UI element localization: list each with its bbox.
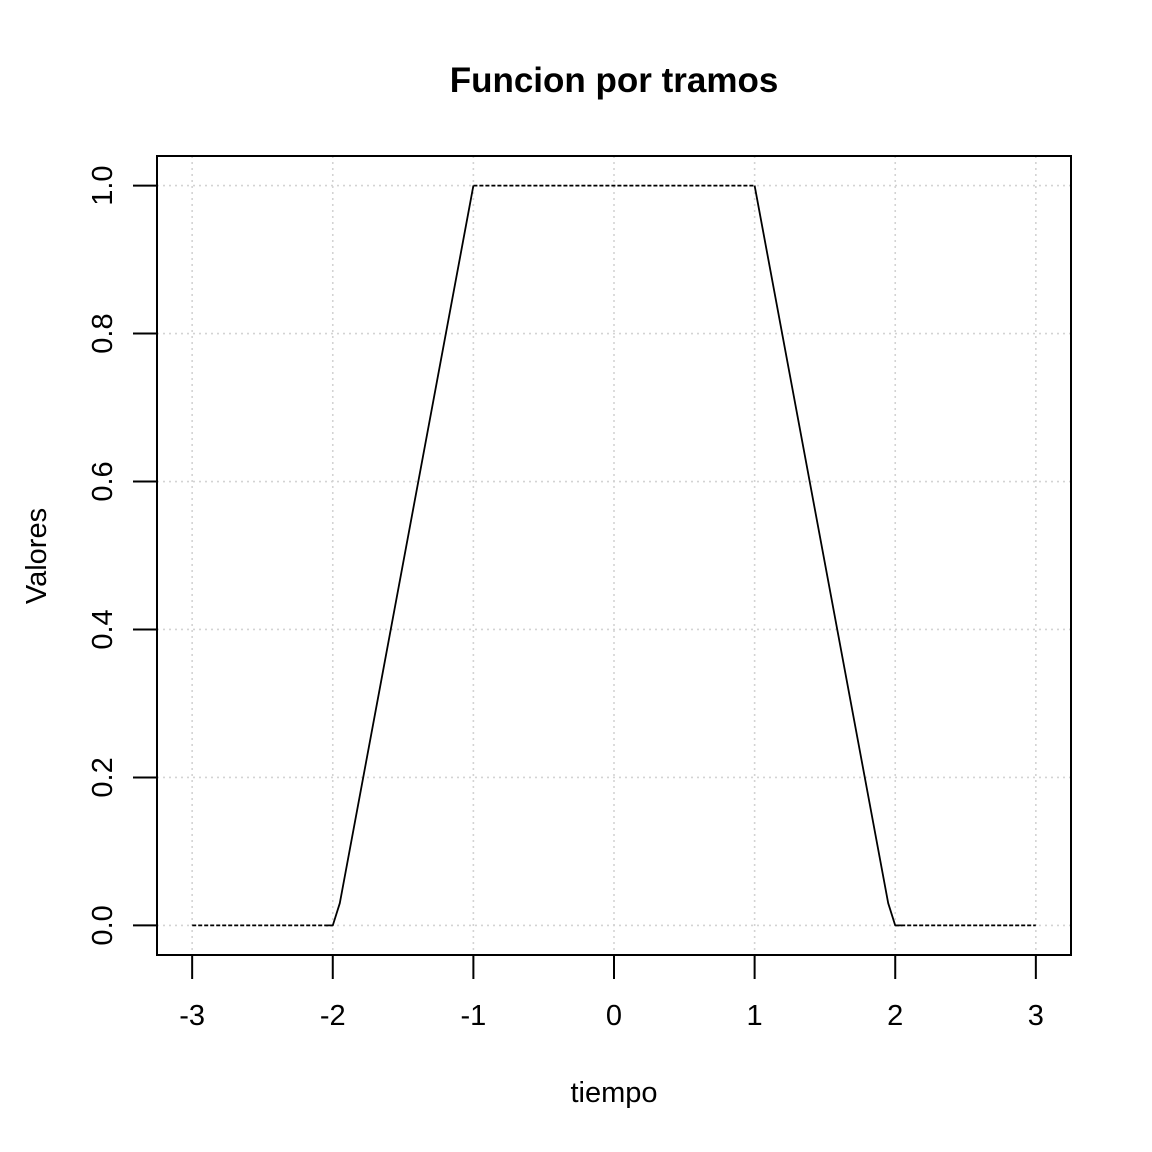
y-tick-label: 0.4 bbox=[87, 609, 119, 649]
x-tick-label: -2 bbox=[320, 1000, 346, 1032]
y-tick-label: 0.0 bbox=[87, 905, 119, 945]
x-tick-label: 1 bbox=[747, 1000, 763, 1032]
series-segment-solid bbox=[325, 185, 475, 927]
x-axis: -3 -2 -1 0 1 2 3 bbox=[179, 954, 1044, 1032]
series-line bbox=[192, 184, 1036, 927]
x-tick-label: 0 bbox=[606, 1000, 622, 1032]
y-axis-title: Valores bbox=[21, 508, 53, 604]
x-tick-label: -3 bbox=[179, 1000, 205, 1032]
y-tick-label: 1.0 bbox=[87, 165, 119, 205]
x-tick-label: 2 bbox=[887, 1000, 903, 1032]
x-tick-label: -1 bbox=[460, 1000, 486, 1032]
x-tick-label: 3 bbox=[1028, 1000, 1044, 1032]
y-tick-label: 0.8 bbox=[87, 313, 119, 353]
x-axis-title: tiempo bbox=[570, 1077, 657, 1109]
grid bbox=[157, 156, 1071, 955]
y-axis: 0.0 0.2 0.4 0.6 0.8 1.0 bbox=[87, 165, 158, 946]
chart-title: Funcion por tramos bbox=[450, 61, 779, 100]
y-tick-label: 0.2 bbox=[87, 757, 119, 797]
y-tick-label: 0.6 bbox=[87, 461, 119, 501]
series-segment-solid bbox=[753, 185, 903, 927]
